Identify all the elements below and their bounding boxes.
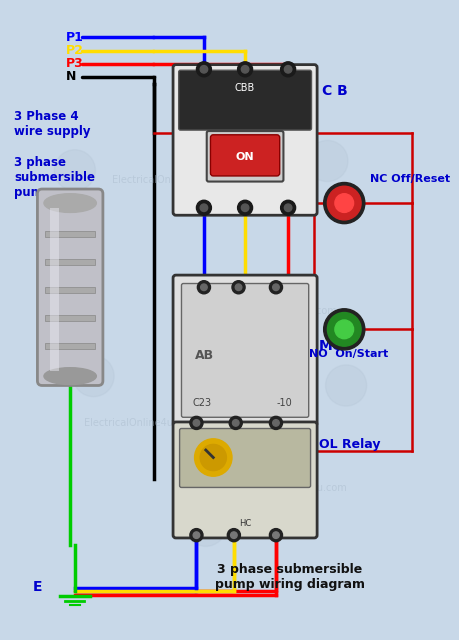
Circle shape bbox=[280, 62, 295, 77]
Circle shape bbox=[334, 194, 353, 212]
FancyBboxPatch shape bbox=[178, 70, 311, 130]
Text: C23: C23 bbox=[192, 398, 211, 408]
Text: MC: MC bbox=[318, 339, 342, 353]
Circle shape bbox=[227, 529, 240, 541]
Circle shape bbox=[200, 204, 207, 211]
Circle shape bbox=[196, 200, 211, 215]
Circle shape bbox=[200, 444, 226, 470]
Circle shape bbox=[284, 204, 291, 211]
Circle shape bbox=[200, 65, 207, 73]
Circle shape bbox=[272, 420, 279, 426]
Text: 3 Phase 4
wire supply: 3 Phase 4 wire supply bbox=[14, 109, 90, 138]
Text: 3 phase submersible
pump wiring diagram: 3 phase submersible pump wiring diagram bbox=[214, 563, 364, 591]
FancyBboxPatch shape bbox=[173, 422, 316, 538]
Circle shape bbox=[325, 365, 366, 406]
FancyBboxPatch shape bbox=[206, 131, 283, 182]
Circle shape bbox=[190, 529, 202, 541]
Bar bbox=[45, 316, 95, 321]
Circle shape bbox=[334, 320, 353, 339]
Text: AB: AB bbox=[194, 349, 213, 362]
Circle shape bbox=[232, 420, 239, 426]
Circle shape bbox=[272, 284, 279, 291]
Text: ElectricalOnline4u.com: ElectricalOnline4u.com bbox=[84, 418, 196, 428]
FancyBboxPatch shape bbox=[210, 135, 279, 176]
FancyBboxPatch shape bbox=[181, 284, 308, 417]
Circle shape bbox=[241, 204, 248, 211]
Circle shape bbox=[323, 182, 364, 223]
Circle shape bbox=[230, 532, 237, 538]
Circle shape bbox=[323, 308, 364, 350]
Ellipse shape bbox=[44, 194, 96, 212]
Circle shape bbox=[280, 200, 295, 215]
FancyBboxPatch shape bbox=[173, 275, 316, 426]
Circle shape bbox=[190, 417, 202, 429]
Text: P2: P2 bbox=[65, 44, 83, 57]
FancyBboxPatch shape bbox=[179, 429, 310, 488]
Circle shape bbox=[327, 312, 360, 346]
Bar bbox=[45, 344, 95, 349]
Circle shape bbox=[272, 532, 279, 538]
Text: OL Relay: OL Relay bbox=[318, 438, 380, 451]
Circle shape bbox=[327, 186, 360, 220]
Circle shape bbox=[284, 65, 291, 73]
Ellipse shape bbox=[44, 368, 96, 385]
Circle shape bbox=[269, 529, 282, 541]
Text: ON: ON bbox=[235, 152, 254, 162]
Text: NC Off/Reset: NC Off/Reset bbox=[369, 175, 449, 184]
Circle shape bbox=[241, 65, 248, 73]
Circle shape bbox=[269, 281, 282, 294]
Text: ElectricalOnline4u.com: ElectricalOnline4u.com bbox=[112, 175, 224, 185]
Circle shape bbox=[193, 532, 199, 538]
Circle shape bbox=[200, 284, 207, 291]
Bar bbox=[45, 231, 95, 237]
Text: HC: HC bbox=[238, 519, 251, 528]
Text: ElectricalOnline4u.com: ElectricalOnline4u.com bbox=[224, 306, 336, 316]
Bar bbox=[50, 208, 59, 371]
Circle shape bbox=[269, 417, 282, 429]
Circle shape bbox=[235, 284, 241, 291]
Text: -10: -10 bbox=[276, 398, 292, 408]
Text: NO  On/Start: NO On/Start bbox=[308, 349, 387, 360]
Text: CBB: CBB bbox=[235, 83, 255, 93]
Circle shape bbox=[73, 356, 114, 397]
Text: ElectricalOnline4u.com: ElectricalOnline4u.com bbox=[233, 483, 346, 493]
Circle shape bbox=[306, 140, 347, 182]
Circle shape bbox=[196, 62, 211, 77]
Circle shape bbox=[194, 439, 231, 476]
Circle shape bbox=[231, 281, 245, 294]
Circle shape bbox=[237, 200, 252, 215]
Circle shape bbox=[197, 281, 210, 294]
Text: E: E bbox=[33, 580, 42, 595]
Bar bbox=[45, 259, 95, 265]
Text: N: N bbox=[65, 70, 76, 83]
FancyBboxPatch shape bbox=[173, 65, 316, 215]
Circle shape bbox=[237, 62, 252, 77]
Circle shape bbox=[193, 420, 199, 426]
Text: P1: P1 bbox=[65, 31, 83, 44]
Circle shape bbox=[229, 417, 242, 429]
Circle shape bbox=[185, 505, 226, 547]
Text: P3: P3 bbox=[65, 57, 83, 70]
FancyBboxPatch shape bbox=[37, 189, 103, 385]
Circle shape bbox=[54, 150, 95, 191]
Bar bbox=[45, 287, 95, 293]
Text: 3 phase
submersible
pump: 3 phase submersible pump bbox=[14, 156, 95, 199]
Text: C B: C B bbox=[321, 84, 347, 99]
